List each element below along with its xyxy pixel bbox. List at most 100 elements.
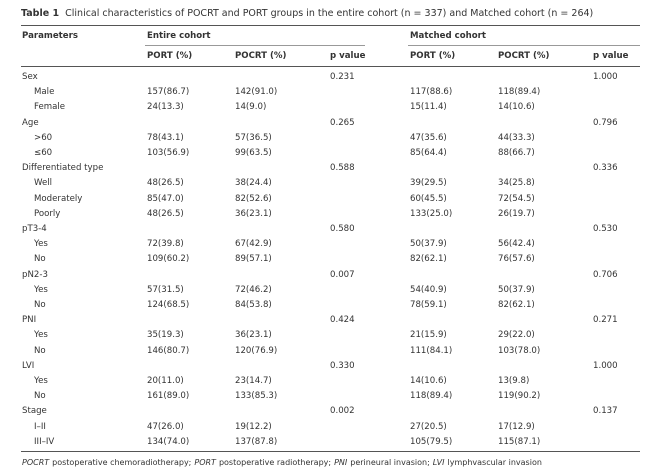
cell-value: 47(35.6) bbox=[410, 132, 447, 143]
header-parameters: Parameters bbox=[22, 31, 78, 41]
cell-value: 157(86.7) bbox=[147, 87, 190, 98]
column-header: p value bbox=[593, 51, 629, 61]
row-sublabel: Yes bbox=[34, 376, 48, 386]
cell-value: 56(42.4) bbox=[498, 239, 535, 250]
footnote-text: lymphvascular invasion bbox=[447, 458, 542, 467]
column-header: p value bbox=[330, 51, 366, 61]
row-sublabel: Well bbox=[34, 178, 53, 189]
row-label: LVI bbox=[22, 360, 35, 371]
row-sublabel: I–II bbox=[34, 421, 46, 432]
cell-value: 50(37.9) bbox=[498, 284, 535, 295]
row-sublabel: Poorly bbox=[34, 208, 61, 219]
cell-value: 119(90.2) bbox=[498, 391, 541, 402]
p-value: 0.796 bbox=[593, 117, 618, 128]
cell-value: 27(20.5) bbox=[410, 421, 447, 432]
p-value: 0.265 bbox=[330, 117, 355, 128]
p-value: 1.000 bbox=[593, 72, 618, 82]
group-header: Matched cohort bbox=[410, 31, 487, 41]
row-sublabel: Yes bbox=[34, 239, 48, 250]
row-label: PNI bbox=[22, 315, 37, 326]
p-value: 0.336 bbox=[593, 163, 618, 174]
footnote-text: postoperative radiotherapy; bbox=[218, 458, 332, 467]
row-label: Stage bbox=[22, 406, 47, 417]
cell-value: 82(62.1) bbox=[410, 254, 447, 265]
p-value: 0.530 bbox=[593, 224, 618, 234]
footnote-abbr: PNI bbox=[334, 458, 348, 467]
cell-value: 120(76.9) bbox=[235, 345, 278, 356]
cell-value: 36(23.1) bbox=[235, 208, 272, 219]
cell-value: 72(39.8) bbox=[147, 239, 184, 250]
p-value: 1.000 bbox=[593, 360, 618, 371]
p-value: 0.588 bbox=[330, 163, 355, 174]
cell-value: 88(66.7) bbox=[498, 148, 535, 158]
rule bbox=[21, 451, 640, 452]
row-label: Age bbox=[22, 117, 39, 128]
row-label: pT3-4 bbox=[22, 224, 47, 234]
cell-value: 15(11.4) bbox=[410, 102, 447, 113]
row-label: pN2-3 bbox=[22, 269, 48, 280]
row-sublabel: ≤60 bbox=[34, 148, 53, 158]
cell-value: 21(15.9) bbox=[410, 330, 447, 341]
column-header: PORT (%) bbox=[410, 51, 456, 61]
cell-value: 111(84.1) bbox=[410, 345, 453, 356]
cell-value: 134(74.0) bbox=[147, 436, 190, 447]
cell-value: 85(64.4) bbox=[410, 148, 447, 158]
cell-value: 78(43.1) bbox=[147, 132, 184, 143]
cell-value: 103(56.9) bbox=[147, 148, 190, 158]
cell-value: 137(87.8) bbox=[235, 436, 278, 447]
title-text: Clinical characteristics of POCRT and PO… bbox=[65, 8, 594, 19]
column-header: PORT (%) bbox=[147, 51, 193, 61]
cell-value: 133(25.0) bbox=[410, 208, 453, 219]
p-value: 0.330 bbox=[330, 360, 355, 371]
row-label: Differentiated type bbox=[22, 163, 104, 174]
cell-value: 17(12.9) bbox=[498, 421, 535, 432]
cell-value: 115(87.1) bbox=[498, 436, 541, 447]
cell-value: 36(23.1) bbox=[235, 330, 272, 341]
cell-value: 161(89.0) bbox=[147, 391, 190, 402]
cell-value: 72(54.5) bbox=[498, 193, 535, 204]
cell-value: 34(25.8) bbox=[498, 178, 535, 189]
cell-value: 78(59.1) bbox=[410, 300, 447, 310]
row-sublabel: Male bbox=[34, 87, 55, 98]
cell-value: 133(85.3) bbox=[235, 391, 278, 402]
rule bbox=[145, 45, 365, 46]
cell-value: 26(19.7) bbox=[498, 208, 535, 219]
cell-value: 99(63.5) bbox=[235, 148, 272, 158]
cell-value: 118(89.4) bbox=[498, 87, 541, 98]
p-value: 0.007 bbox=[330, 269, 355, 280]
cell-value: 23(14.7) bbox=[235, 376, 272, 386]
cell-value: 103(78.0) bbox=[498, 345, 541, 356]
cell-value: 47(26.0) bbox=[147, 421, 184, 432]
row-sublabel: No bbox=[34, 254, 46, 265]
group-header: Entire cohort bbox=[147, 31, 211, 41]
row-sublabel: Yes bbox=[34, 284, 48, 295]
p-value: 0.137 bbox=[593, 406, 618, 417]
p-value: 0.706 bbox=[593, 269, 618, 280]
rule bbox=[21, 25, 640, 26]
cell-value: 29(22.0) bbox=[498, 330, 535, 341]
cell-value: 82(52.6) bbox=[235, 193, 272, 204]
row-sublabel: >60 bbox=[34, 132, 53, 143]
cell-value: 14(10.6) bbox=[410, 376, 447, 386]
cell-value: 76(57.6) bbox=[498, 254, 535, 265]
footnote-abbr: LVI bbox=[432, 458, 445, 467]
footnote-text: postoperative chemoradiotherapy; bbox=[52, 458, 192, 467]
rule bbox=[408, 45, 640, 46]
cell-value: 57(31.5) bbox=[147, 284, 184, 295]
cell-value: 19(12.2) bbox=[235, 421, 272, 432]
cell-value: 105(79.5) bbox=[410, 436, 453, 447]
cell-value: 44(33.3) bbox=[498, 132, 535, 143]
cell-value: 50(37.9) bbox=[410, 239, 447, 250]
cell-value: 14(10.6) bbox=[498, 102, 535, 113]
column-header: POCRT (%) bbox=[235, 51, 287, 61]
p-value: 0.580 bbox=[330, 224, 355, 234]
cell-value: 117(88.6) bbox=[410, 87, 453, 98]
row-label: Sex bbox=[22, 72, 38, 82]
cell-value: 82(62.1) bbox=[498, 300, 535, 310]
cell-value: 146(80.7) bbox=[147, 345, 190, 356]
cell-value: 13(9.8) bbox=[498, 376, 530, 386]
title-label: Table 1 bbox=[21, 8, 60, 19]
row-sublabel: Moderately bbox=[34, 193, 83, 204]
row-sublabel: Female bbox=[34, 102, 66, 113]
